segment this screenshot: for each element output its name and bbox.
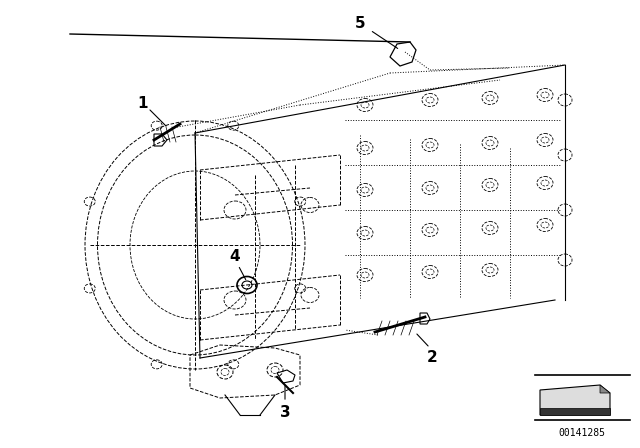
Polygon shape (540, 408, 610, 415)
Polygon shape (540, 385, 610, 415)
Text: 4: 4 (230, 249, 240, 263)
Text: 5: 5 (355, 16, 365, 30)
Text: 2: 2 (427, 349, 437, 365)
Text: 3: 3 (280, 405, 291, 419)
Text: 00141285: 00141285 (559, 428, 605, 438)
Polygon shape (600, 385, 610, 393)
Text: 1: 1 (138, 95, 148, 111)
